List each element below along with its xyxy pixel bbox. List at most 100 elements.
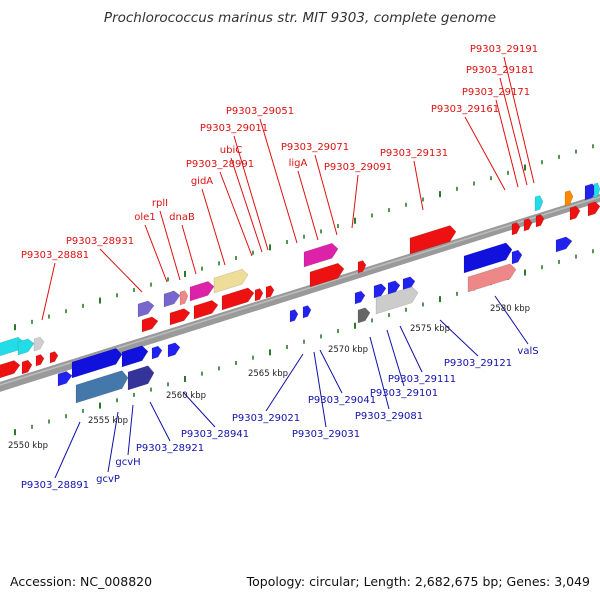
gene-red-arrow-left-3[interactable] (35, 354, 45, 367)
label-leader-gcvH (127, 404, 134, 456)
label-leader-gcvP (107, 411, 119, 473)
gene-red-arrow-left-2[interactable] (21, 359, 33, 375)
label-leader-P9303_29171 (495, 99, 519, 188)
gene-blue-rev-5[interactable] (167, 342, 181, 358)
gene-blue-rev-12[interactable] (463, 242, 513, 274)
gene-red-fwd-1[interactable] (141, 316, 159, 333)
forward-gene-label-P9303_29181[interactable]: P9303_29181 (466, 65, 534, 76)
forward-gene-label-ole1[interactable]: ole1 (134, 212, 155, 223)
reverse-gene-label-P9303_29121[interactable]: P9303_29121 (444, 358, 512, 369)
gene-steelblue-gene[interactable] (75, 370, 129, 404)
gene-blue-rev-3[interactable] (121, 345, 149, 368)
reverse-gene-label-gcvH[interactable]: gcvH (115, 457, 140, 468)
gene-grey-block-left[interactable] (33, 336, 45, 352)
gene-blue-rev-13[interactable] (511, 249, 523, 265)
gene-blue-rev-11[interactable] (402, 276, 416, 292)
gene-steelblue-gene-2[interactable] (127, 365, 155, 391)
label-leader-P9303_29161 (464, 116, 506, 191)
gene-red-fwd-13[interactable] (569, 205, 581, 221)
gene-blue-rev-8[interactable] (354, 290, 366, 305)
gene-red-fwd-12[interactable] (535, 214, 545, 228)
gene-orange-block-right[interactable] (564, 190, 574, 207)
kbp-tick-labels: 2550 kbp 2555 kbp 2560 kbp 2565 kbp 2570 kbp… (8, 304, 530, 451)
forward-gene-label-P9303_29171[interactable]: P9303_29171 (462, 87, 530, 98)
gene-red-fwd-3[interactable] (193, 300, 219, 320)
gene-red-fwd-5[interactable] (254, 288, 264, 302)
label-leader-P9303_28881 (41, 262, 56, 321)
gene-blue-rev-6[interactable] (289, 309, 299, 323)
gene-purple-gene[interactable] (137, 300, 155, 318)
gene-cyan-block-right[interactable] (534, 195, 544, 212)
forward-gene-label-P9303_29091[interactable]: P9303_29091 (324, 162, 392, 173)
gene-red-fwd-8[interactable] (357, 260, 367, 274)
kbp-label: 2575 kbp (410, 324, 450, 334)
forward-gene-label-dnaB[interactable]: dnaB (169, 212, 195, 223)
gene-blue-rev-10[interactable] (387, 280, 401, 296)
kbp-label: 2555 kbp (88, 416, 128, 426)
label-leader-P9303_29121 (439, 319, 479, 357)
label-leader-P9303_29191 (503, 56, 535, 184)
gene-cyan-block-left-2[interactable] (17, 338, 35, 356)
forward-gene-label-ligA[interactable]: ligA (289, 158, 308, 169)
reverse-gene-label-P9303_29111[interactable]: P9303_29111 (388, 374, 456, 385)
gene-blue-rev-1[interactable] (57, 371, 73, 387)
gene-red-arrow-left-1[interactable] (0, 360, 21, 381)
gene-red-fwd-11[interactable] (523, 218, 533, 232)
label-leader-P9303_29041 (319, 349, 343, 394)
gene-red-fwd-9[interactable] (409, 225, 457, 255)
forward-gene-label-P9303_29071[interactable]: P9303_29071 (281, 142, 349, 153)
gene-khaki-gene[interactable] (213, 268, 249, 294)
gene-red-fwd-6[interactable] (265, 285, 275, 299)
gene-blue-rev-9[interactable] (373, 283, 387, 299)
forward-gene-label-P9303_29051[interactable]: P9303_29051 (226, 106, 294, 117)
gene-salmon-gene-2[interactable] (467, 263, 517, 293)
reverse-gene-label-gcvP[interactable]: gcvP (96, 474, 120, 485)
reverse-gene-label-P9303_29031[interactable]: P9303_29031 (292, 429, 360, 440)
gene-blue-rev-7[interactable] (302, 305, 312, 319)
gene-features (0, 182, 600, 404)
reverse-gene-label-P9303_29021[interactable]: P9303_29021 (232, 413, 300, 424)
forward-gene-label-P9303_29161[interactable]: P9303_29161 (431, 104, 499, 115)
label-leader-valS (494, 295, 529, 345)
forward-gene-label-P9303_29131[interactable]: P9303_29131 (380, 148, 448, 159)
forward-gene-label-gidA[interactable]: gidA (191, 176, 213, 187)
gene-purple-gene-2[interactable] (163, 290, 181, 308)
forward-gene-label-P9303_28881[interactable]: P9303_28881 (21, 250, 89, 261)
gene-blue-rev-2[interactable] (71, 347, 123, 379)
gene-red-fwd-4[interactable] (221, 287, 255, 311)
reverse-gene-label-P9303_29101[interactable]: P9303_29101 (370, 388, 438, 399)
forward-gene-label-P9303_29011[interactable]: P9303_29011 (200, 123, 268, 134)
forward-gene-label-P9303_28931[interactable]: P9303_28931 (66, 236, 134, 247)
label-leader-P9303_29131 (413, 160, 424, 211)
gene-cyan-block-right-2[interactable] (593, 182, 600, 199)
label-leader-P9303_29031 (313, 351, 327, 428)
reverse-gene-label-P9303_28891[interactable]: P9303_28891 (21, 480, 89, 491)
label-leader-P9303_29081 (369, 336, 390, 410)
reverse-gene-label-P9303_28941[interactable]: P9303_28941 (181, 429, 249, 440)
gene-blue-rev-4[interactable] (151, 345, 163, 360)
reverse-gene-label-P9303_29041[interactable]: P9303_29041 (308, 395, 376, 406)
gene-red-fwd-14[interactable] (587, 201, 600, 217)
gene-red-arrow-left-4[interactable] (49, 351, 59, 364)
gene-red-fwd-2[interactable] (169, 308, 191, 326)
forward-gene-label-ubiC[interactable]: ubiC (220, 145, 242, 156)
forward-gene-label-P9303_29191[interactable]: P9303_29191 (470, 44, 538, 55)
reverse-gene-label-P9303_29081[interactable]: P9303_29081 (355, 411, 423, 422)
forward-gene-label-rplI[interactable]: rplI (152, 198, 168, 209)
forward-gene-label-P9303_28991[interactable]: P9303_28991 (186, 159, 254, 170)
gene-red-fwd-7[interactable] (309, 262, 345, 288)
gene-salmon-gene[interactable] (179, 290, 189, 306)
label-leader-P9303_28991 (219, 171, 253, 257)
gene-red-fwd-10[interactable] (511, 222, 521, 236)
gene-grey-gene[interactable] (375, 286, 419, 315)
gene-magenta-gene-2[interactable] (303, 242, 339, 268)
kbp-label: 2570 kbp (328, 345, 368, 355)
gene-magenta-gene[interactable] (189, 281, 215, 302)
gene-blue-rev-14[interactable] (555, 236, 573, 253)
reverse-gene-label-valS[interactable]: valS (517, 346, 538, 357)
label-leader-P9303_29071 (314, 154, 338, 236)
label-leader-P9303_28931 (99, 248, 143, 293)
gene-grey-gene-dark[interactable] (357, 307, 371, 324)
reverse-gene-label-P9303_28921[interactable]: P9303_28921 (136, 443, 204, 454)
